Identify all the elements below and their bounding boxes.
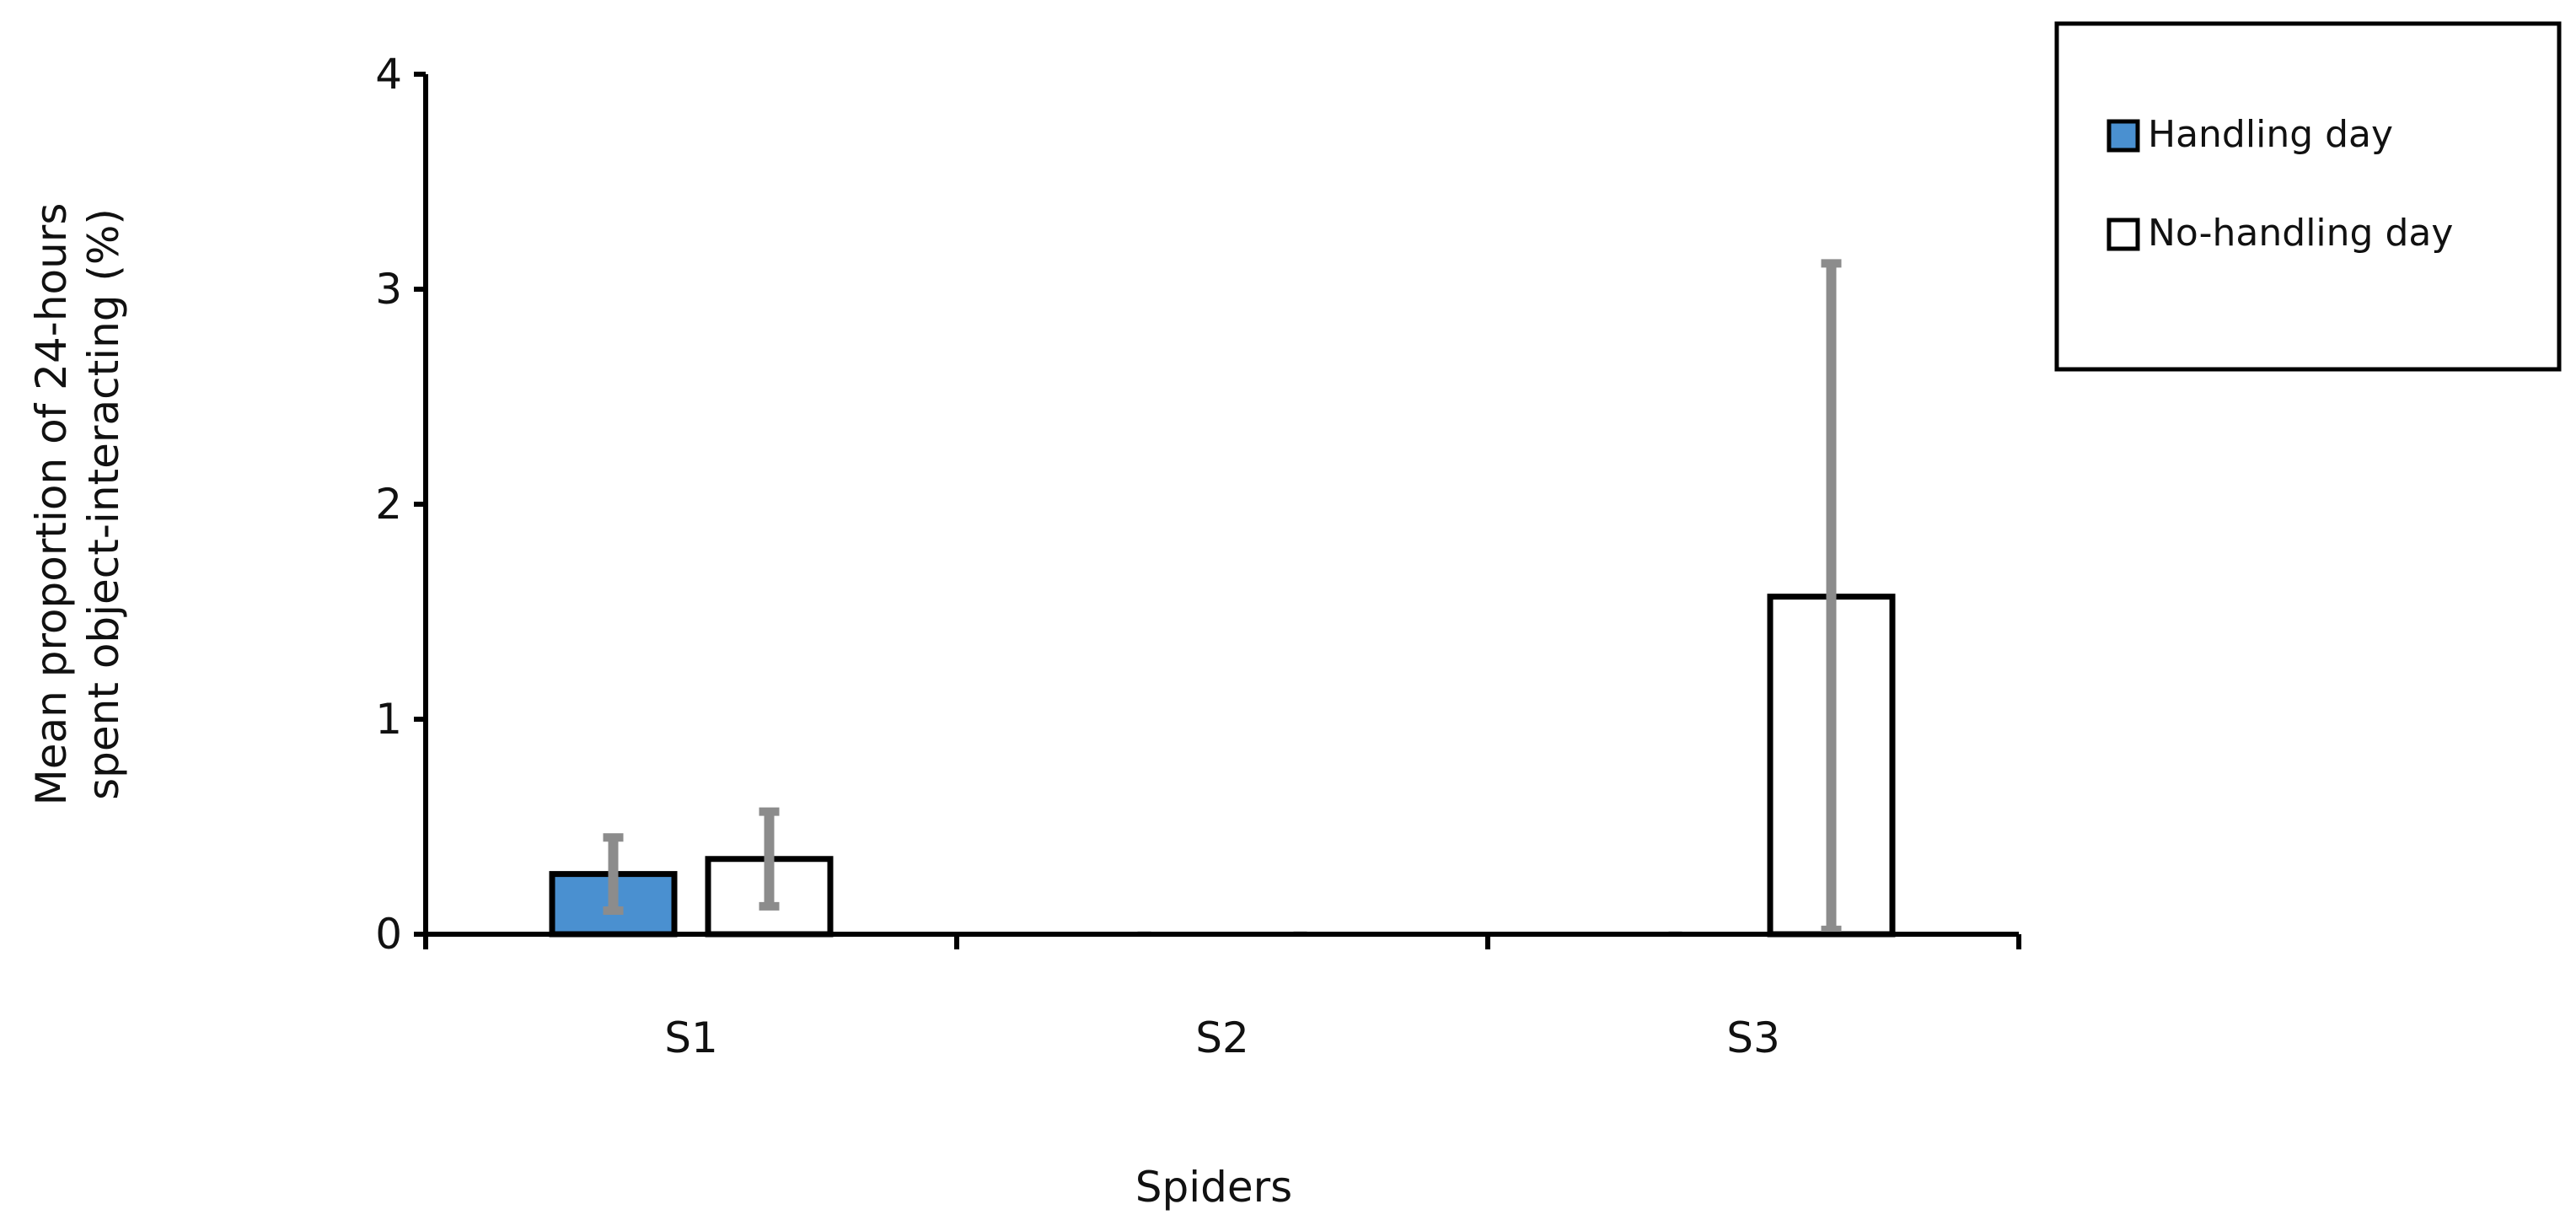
y-tick-label: 0 — [375, 910, 402, 959]
x-axis-title: Spiders — [1135, 1163, 1292, 1212]
legend-swatch-no-handling — [2106, 218, 2140, 251]
legend-label-handling: Handling day — [2148, 113, 2393, 156]
legend-label-no-handling: No-handling day — [2148, 212, 2453, 255]
y-tick-label: 1 — [375, 695, 402, 744]
legend-box — [2054, 21, 2562, 372]
y-axis-title-line: spent object-interacting (%) — [79, 208, 128, 800]
legend-swatch-handling — [2106, 119, 2140, 153]
y-axis-title: Mean proportion of 24-hours spent object-… — [27, 203, 128, 806]
y-tick-label: 3 — [375, 265, 402, 314]
x-tick-label: S3 — [1726, 1013, 1780, 1062]
plot-area — [549, 259, 1896, 938]
y-tick-label: 2 — [375, 480, 402, 529]
y-axis-title-line: Mean proportion of 24-hours — [27, 203, 76, 806]
axes: 0 1 2 3 4 S1 S2 S3 — [375, 50, 2021, 1062]
x-tick-label: S2 — [1195, 1013, 1249, 1062]
y-tick-label: 4 — [375, 50, 402, 99]
legend: Handling day No-handling day — [2054, 21, 2562, 372]
x-tick-label: S1 — [664, 1013, 718, 1062]
